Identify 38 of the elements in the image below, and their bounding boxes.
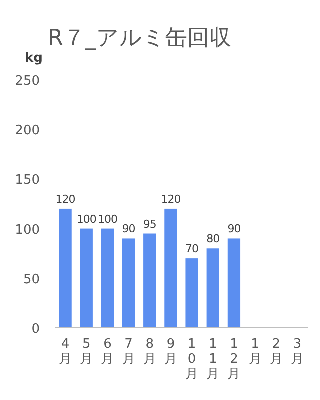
bar [206,248,220,328]
x-tick-label: 2月 [270,337,283,367]
y-axis-title: kg [25,51,43,66]
x-tick-label: 7月 [122,337,136,367]
bar [144,234,156,328]
data-label: 100 [98,212,118,226]
y-tick-label: 250 [15,74,40,89]
bar [122,238,136,328]
x-tick-label: 5月 [80,337,94,367]
y-tick-label: 100 [15,222,40,238]
y-tick-label: 50 [23,272,40,288]
bar [80,228,93,328]
x-tick-label: 11月 [206,337,220,382]
x-tick-label: 6月 [101,337,114,367]
x-tick-label: 8月 [143,337,156,367]
chart-title: R７_アルミ缶回収 [48,26,232,51]
data-label: 90 [228,222,242,236]
y-tick-label: 200 [15,124,40,139]
x-tick-label: 3月 [290,337,304,367]
data-label: 80 [206,232,220,246]
x-tick-label: 12月 [228,337,241,382]
data-label: 120 [161,192,182,206]
x-tick-label: 1月 [248,337,262,367]
bar [101,228,114,328]
data-label: 120 [56,192,76,206]
data-label: 100 [76,212,97,226]
data-label: 70 [186,242,200,256]
data-label: 90 [122,222,136,236]
bar [59,208,72,328]
bar [164,208,178,328]
x-tick-label: 4月 [59,337,72,367]
x-tick-label: 10月 [186,337,199,382]
bar [228,238,241,328]
y-tick-label: 150 [15,173,40,188]
data-label: 95 [143,218,157,231]
x-tick-label: 9月 [164,337,178,367]
bar [186,258,198,328]
y-tick-label: 0 [32,322,40,337]
